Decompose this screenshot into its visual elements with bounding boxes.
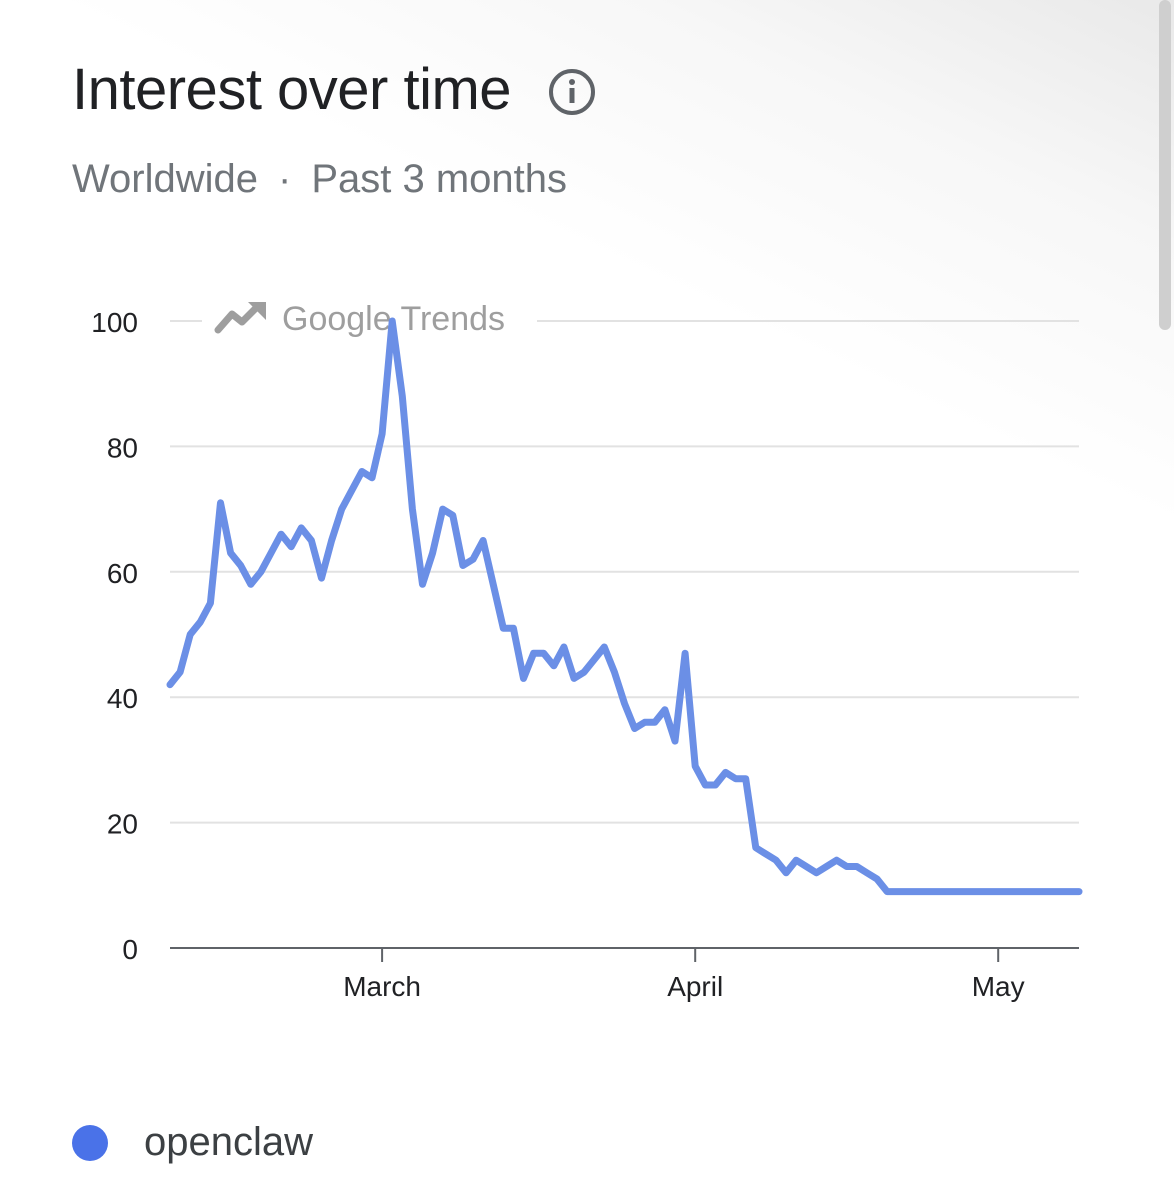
chart-subtitle: Worldwide · Past 3 months <box>72 157 567 202</box>
series-layer <box>166 317 1083 896</box>
y-tick-label-0: 0 <box>122 934 138 965</box>
trending-up-icon <box>214 302 266 334</box>
legend-swatch <box>72 1124 108 1161</box>
period-label[interactable]: Past 3 months <box>311 157 568 201</box>
scrollbar[interactable] <box>1159 0 1171 330</box>
legend-label[interactable]: openclaw <box>144 1120 314 1164</box>
y-tick-label-40: 40 <box>107 683 138 714</box>
chart-title: Interest over time <box>72 57 512 122</box>
google-trends-watermark: Google Trends <box>202 296 537 346</box>
title-row: Interest over time <box>72 56 597 123</box>
x-tick-label-april: April <box>667 971 723 1002</box>
subtitle-separator: · <box>278 157 292 201</box>
y-tick-label-80: 80 <box>107 432 138 463</box>
gridlines <box>170 320 1079 824</box>
axes: 0 20 40 60 80 100 March April May <box>91 307 1079 1002</box>
info-circle-icon[interactable] <box>547 67 597 117</box>
y-tick-label-100: 100 <box>91 307 138 338</box>
y-tick-label-20: 20 <box>107 809 138 840</box>
x-tick-label-march: March <box>343 971 421 1002</box>
line-chart: Google Trends 0 20 40 60 80 100 March April May <box>91 296 1083 1002</box>
region-label[interactable]: Worldwide <box>72 157 258 201</box>
series-line-openclaw <box>166 317 1083 896</box>
y-tick-label-60: 60 <box>107 558 138 589</box>
x-tick-label-may: May <box>972 971 1025 1002</box>
legend: openclaw <box>72 1120 313 1165</box>
